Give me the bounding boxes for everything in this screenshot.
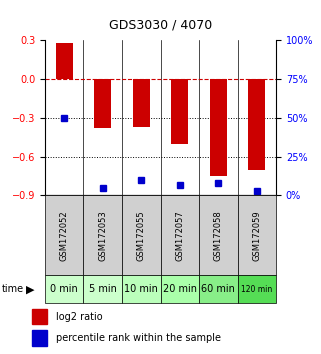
Bar — [45, 195, 83, 275]
Text: 0 min: 0 min — [50, 285, 78, 295]
Bar — [83, 275, 122, 303]
Bar — [45, 275, 83, 303]
Text: GSM172058: GSM172058 — [214, 210, 223, 261]
Bar — [32, 309, 47, 324]
Bar — [94, 79, 111, 128]
Text: 60 min: 60 min — [201, 285, 235, 295]
Bar — [133, 79, 150, 127]
Bar — [83, 195, 122, 275]
Text: GSM172057: GSM172057 — [175, 210, 184, 261]
Bar — [248, 79, 265, 170]
Text: 120 min: 120 min — [241, 285, 273, 294]
Bar — [122, 195, 160, 275]
Text: 20 min: 20 min — [163, 285, 197, 295]
Bar — [199, 275, 238, 303]
Bar — [122, 275, 160, 303]
Text: percentile rank within the sample: percentile rank within the sample — [56, 333, 221, 343]
Text: GSM172055: GSM172055 — [137, 210, 146, 261]
Text: GSM172053: GSM172053 — [98, 210, 107, 261]
Text: log2 ratio: log2 ratio — [56, 312, 103, 322]
Text: time: time — [2, 285, 24, 295]
Bar — [238, 275, 276, 303]
Bar — [32, 330, 47, 346]
Text: 10 min: 10 min — [124, 285, 158, 295]
Text: 5 min: 5 min — [89, 285, 117, 295]
Bar — [238, 195, 276, 275]
Bar — [160, 195, 199, 275]
Text: GSM172052: GSM172052 — [60, 210, 69, 261]
Text: GDS3030 / 4070: GDS3030 / 4070 — [109, 19, 212, 32]
Bar — [56, 43, 73, 79]
Text: ▶: ▶ — [26, 285, 35, 295]
Bar — [160, 275, 199, 303]
Bar — [210, 79, 227, 176]
Text: GSM172059: GSM172059 — [252, 210, 261, 261]
Bar — [199, 195, 238, 275]
Bar — [171, 79, 188, 144]
